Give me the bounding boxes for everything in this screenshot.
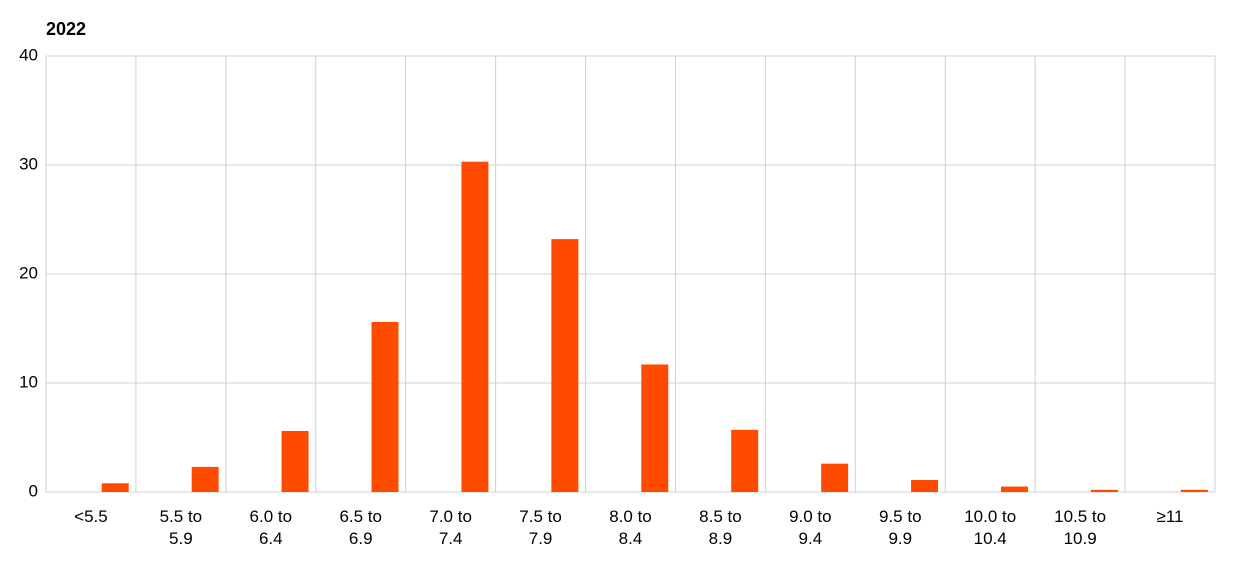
x-tick-label: 9.5 to 9.9 <box>878 507 922 548</box>
bar <box>1090 489 1118 492</box>
x-tick-label: 5.5 to 5.9 <box>159 507 203 548</box>
x-tick-label: 7.5 to 7.9 <box>519 507 562 548</box>
bar <box>1000 486 1028 492</box>
y-tick-label: 40 <box>19 45 38 64</box>
y-tick-label: 30 <box>19 154 38 173</box>
y-tick-label: 0 <box>29 481 38 500</box>
bar <box>821 463 849 492</box>
bar <box>371 321 399 492</box>
x-tick-label: ≥11 <box>1156 507 1184 526</box>
bar <box>641 364 669 492</box>
chart-title: 2022 <box>46 19 86 39</box>
bar <box>731 429 759 492</box>
bar <box>911 480 939 492</box>
x-tick-label: 7.0 to 7.4 <box>429 507 472 548</box>
x-tick-label: 10.5 to 10.9 <box>1054 507 1107 548</box>
bar <box>1180 489 1208 492</box>
x-tick-label: 6.5 to 6.9 <box>339 507 382 548</box>
bar <box>461 161 489 493</box>
y-tick-label: 10 <box>19 372 38 391</box>
bar <box>191 466 219 492</box>
bar <box>101 483 129 492</box>
y-tick-label: 20 <box>19 263 38 282</box>
x-tick-label: 8.5 to 8.9 <box>699 507 742 548</box>
x-tick-label: 9.0 to 9.4 <box>789 507 832 548</box>
x-tick-label: 10.0 to 10.4 <box>964 507 1017 548</box>
bar <box>551 239 579 492</box>
x-tick-label: 8.0 to 8.4 <box>609 507 652 548</box>
x-tick-label: <5.5 <box>74 507 108 526</box>
bar <box>281 430 309 492</box>
x-tick-label: 6.0 to 6.4 <box>249 507 293 548</box>
